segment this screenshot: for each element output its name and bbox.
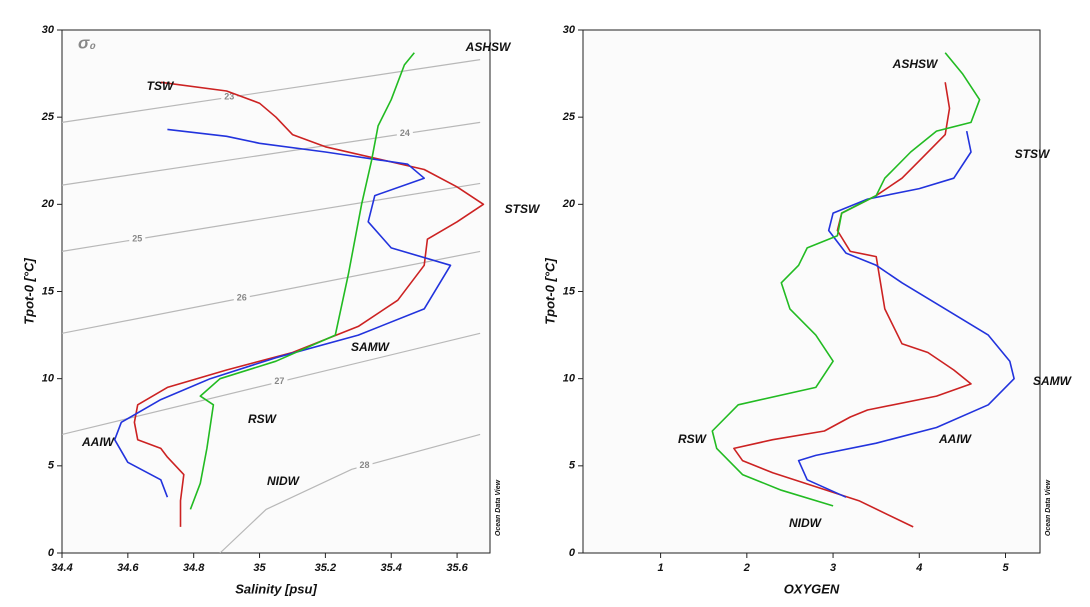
isopycnal-label: 27 <box>274 376 284 386</box>
isopycnal-label: 25 <box>132 234 142 244</box>
water-mass-label: NIDW <box>267 474 301 488</box>
water-mass-label: SAMW <box>1033 374 1073 388</box>
x-tick-label: 35.4 <box>381 562 402 574</box>
x-tick-label: 34.4 <box>51 562 72 574</box>
y-tick-label: 30 <box>42 24 55 36</box>
isopycnal-label: 26 <box>237 292 247 302</box>
x-tick-label: 1 <box>658 562 664 574</box>
y-tick-label: 15 <box>42 285 55 297</box>
x-axis-label: Salinity [psu] <box>235 581 317 596</box>
profile-line <box>113 128 452 498</box>
profile-line <box>733 82 972 528</box>
x-tick-label: 35 <box>253 562 266 574</box>
isopycnal <box>219 433 481 553</box>
isopycnal <box>62 250 481 334</box>
x-tick-label: 2 <box>743 562 750 574</box>
sigma-label: σ₀ <box>78 33 96 52</box>
y-tick-label: 10 <box>42 373 55 385</box>
profile-line <box>797 130 1015 498</box>
y-axis-label: Tpot-0 [°C] <box>21 258 36 325</box>
water-mass-label: ASHSW <box>465 40 512 54</box>
profile-line <box>189 52 415 510</box>
isopycnal-label: 24 <box>400 128 410 138</box>
isopycnal-label: 23 <box>224 92 234 102</box>
y-tick-label: 20 <box>41 198 55 210</box>
isopycnal-label: 28 <box>360 460 370 470</box>
plot-area <box>582 29 1041 554</box>
x-tick-label: 5 <box>1002 562 1009 574</box>
isopycnal <box>62 332 481 436</box>
y-tick-label: 25 <box>41 111 55 123</box>
y-tick-label: 5 <box>48 460 55 472</box>
isopycnal-label-bg <box>233 292 250 305</box>
y-tick-label: 20 <box>562 198 576 210</box>
y-tick-label: 10 <box>563 373 576 385</box>
water-mass-label: SAMW <box>351 340 391 354</box>
y-tick-label: 15 <box>563 285 576 297</box>
isopycnal-label-bg <box>129 233 146 246</box>
isopycnal-label-bg <box>396 127 413 140</box>
water-mass-label: STSW <box>1015 147 1051 161</box>
watermark: Ocean Data View <box>495 479 502 536</box>
water-mass-label: RSW <box>678 432 708 446</box>
y-axis-label: Tpot-0 [°C] <box>542 258 557 325</box>
y-tick-label: 25 <box>562 111 576 123</box>
water-mass-label: RSW <box>248 412 278 426</box>
water-mass-label: NIDW <box>789 516 823 530</box>
x-tick-label: 35.2 <box>315 562 336 574</box>
x-axis-label: OXYGEN <box>784 581 840 596</box>
x-tick-label: 4 <box>915 562 922 574</box>
water-mass-label: TSW <box>147 79 175 93</box>
isopycnal <box>62 59 481 123</box>
water-mass-label: ASHSW <box>892 57 939 71</box>
water-mass-label: AAIW <box>938 432 973 446</box>
x-tick-label: 34.6 <box>117 562 139 574</box>
plot-layer <box>711 52 1015 528</box>
y-tick-label: 0 <box>569 547 576 559</box>
profile-line <box>711 52 981 507</box>
water-mass-label: STSW <box>505 202 541 216</box>
watermark: Ocean Data View <box>1045 479 1052 536</box>
x-tick-label: 34.8 <box>183 562 205 574</box>
plot-layer: 23 24 25 26 27 28 <box>62 52 485 553</box>
y-tick-label: 0 <box>48 547 55 559</box>
profile-line <box>133 81 485 527</box>
isopycnal-label-bg <box>356 459 373 472</box>
isopycnal-label-bg <box>271 375 288 388</box>
y-tick-label: 5 <box>569 460 576 472</box>
water-mass-label: AAIW <box>81 435 116 449</box>
y-tick-label: 30 <box>563 24 576 36</box>
x-tick-label: 3 <box>830 562 836 574</box>
x-tick-label: 35.6 <box>446 562 468 574</box>
